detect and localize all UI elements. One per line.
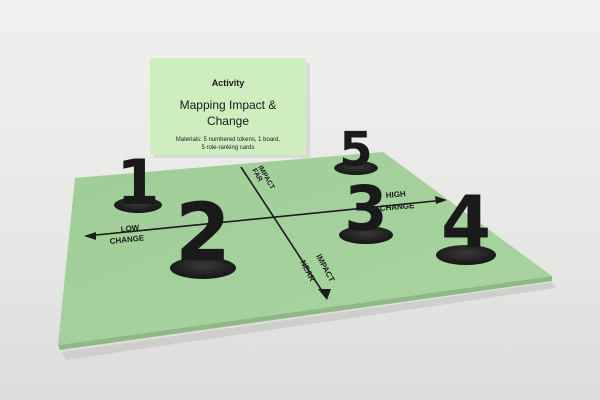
arrow-left-icon bbox=[84, 232, 96, 240]
card-heading: Activity bbox=[212, 78, 245, 88]
token-2[interactable]: 2 bbox=[170, 186, 236, 279]
board-edge bbox=[58, 276, 552, 350]
arrow-down-icon bbox=[318, 289, 331, 300]
token-base bbox=[339, 226, 393, 244]
token-5[interactable]: 5 bbox=[334, 122, 378, 178]
axis-label-change-right: CHANGE bbox=[379, 201, 415, 213]
axis-label-high: HIGH bbox=[385, 189, 406, 200]
card-materials-line2: 5 role-ranking cards bbox=[201, 145, 254, 151]
token-base bbox=[334, 161, 378, 175]
token-3[interactable]: 3 bbox=[339, 172, 393, 245]
token-base bbox=[114, 197, 162, 213]
game-board bbox=[58, 152, 552, 345]
token-number: 5 bbox=[339, 122, 372, 178]
card-title-line2: Change bbox=[207, 114, 249, 128]
token-number: 4 bbox=[441, 180, 491, 264]
token-number: 3 bbox=[344, 172, 387, 245]
token-4[interactable]: 4 bbox=[436, 180, 496, 265]
card-materials-line1: Materials: 5 numbered tokens, 1 board, bbox=[176, 137, 281, 143]
board-shadow bbox=[62, 282, 556, 360]
board-axes bbox=[85, 166, 446, 298]
axis-label-change-left: CHANGE bbox=[109, 233, 145, 246]
token-base bbox=[436, 245, 496, 265]
card-title-line1: Mapping Impact & bbox=[180, 98, 277, 112]
token-number: 2 bbox=[175, 186, 231, 279]
activity-card bbox=[150, 58, 306, 155]
token-base bbox=[170, 257, 236, 279]
arrow-right-icon bbox=[435, 196, 447, 204]
token-number: 1 bbox=[116, 146, 159, 219]
axis-label-low: LOW bbox=[120, 223, 140, 234]
token-1[interactable]: 1 bbox=[114, 146, 162, 219]
